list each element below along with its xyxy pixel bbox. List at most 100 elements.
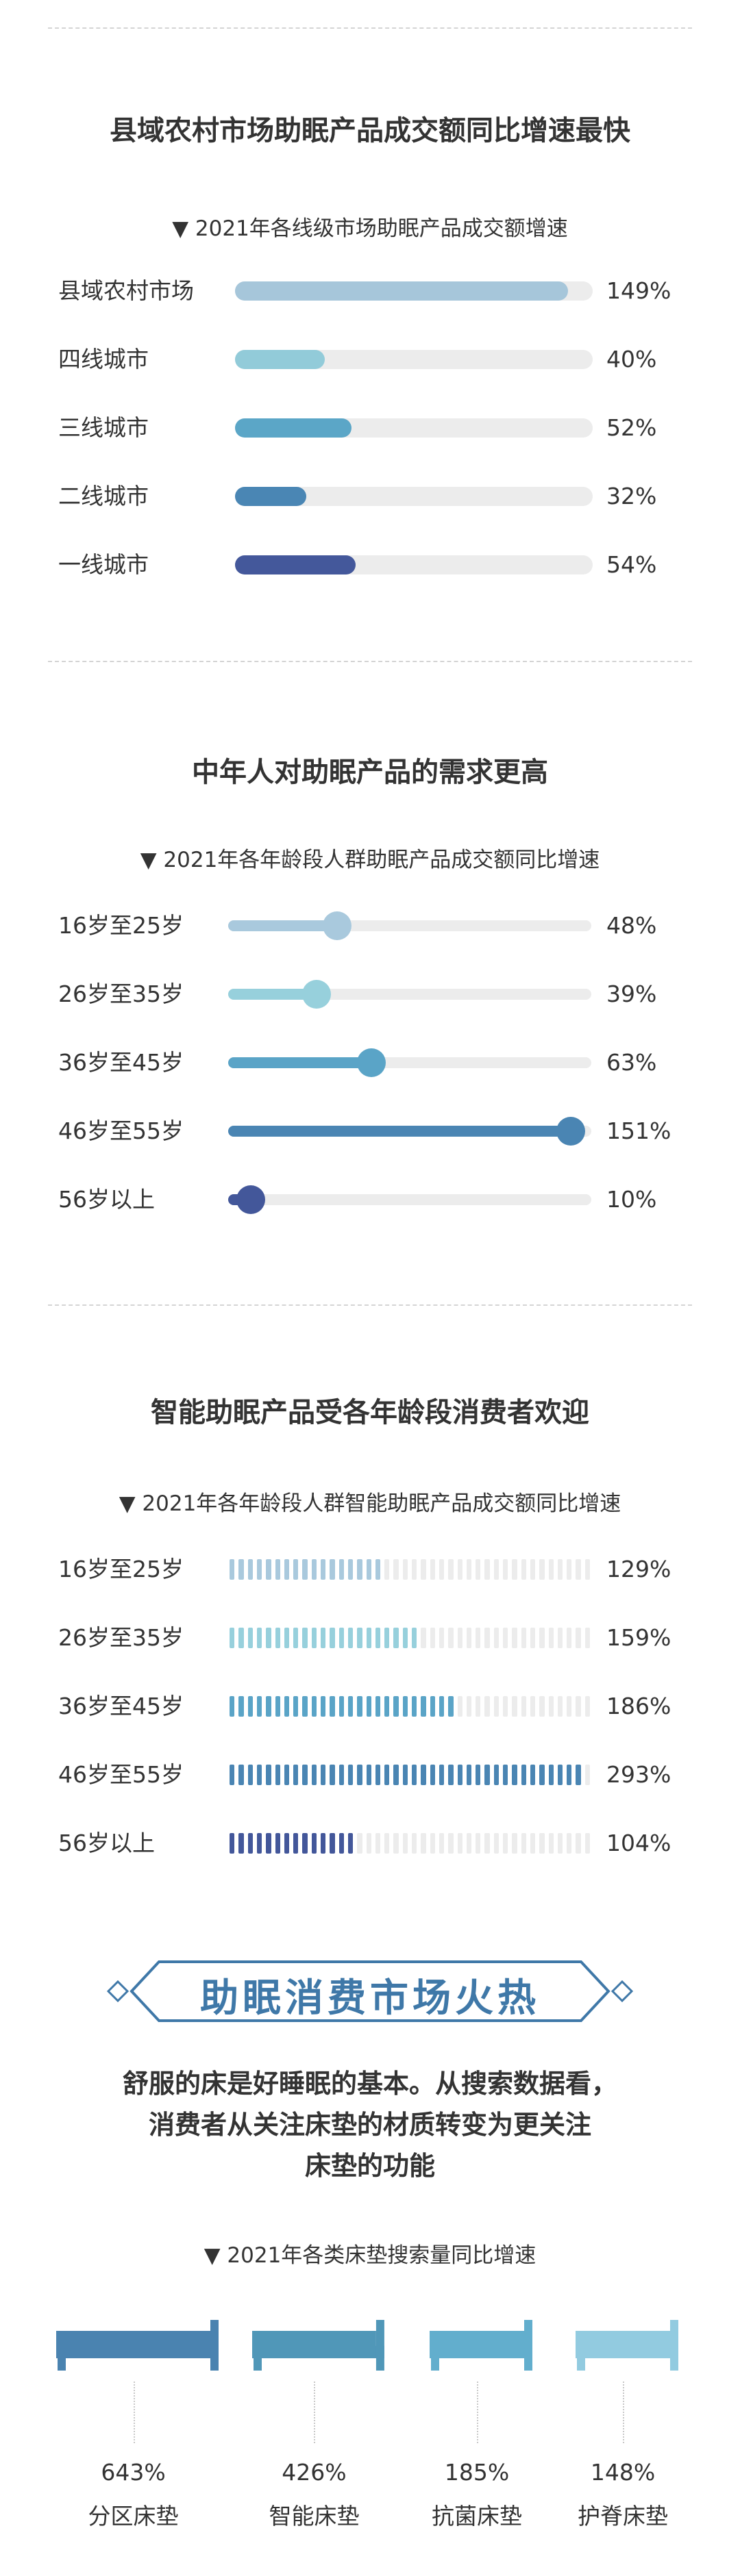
bed-leg <box>431 2358 439 2371</box>
section2-bar <box>228 989 317 1000</box>
section1-bar <box>235 487 307 506</box>
section3-value-label: 159% <box>606 1624 671 1651</box>
section3-bar-segment <box>266 1559 271 1580</box>
section3-track-segment <box>466 1833 472 1854</box>
section1-row-label: 四线城市 <box>58 346 149 372</box>
section3-bar-segment <box>393 1696 399 1717</box>
section3-track-segment <box>539 1696 545 1717</box>
section3-bar-segment <box>357 1559 362 1580</box>
section3-bar-segment <box>247 1696 253 1717</box>
banner-title: 助眠消费市场火热 <box>200 1976 540 2021</box>
section3-track-segment <box>567 1628 572 1648</box>
section3-track-segment <box>493 1696 499 1717</box>
section3-track-segment <box>567 1833 572 1854</box>
section3-bar-segment <box>484 1765 490 1785</box>
section2-row-label: 16岁至25岁 <box>58 912 184 939</box>
bed-mattress <box>430 2331 524 2346</box>
section3-bar-segment <box>347 1559 354 1580</box>
section2-row-label: 26岁至35岁 <box>58 981 184 1007</box>
section4-description-line1: 舒服的床是好睡眠的基本。从搜索数据看， <box>122 2069 617 2099</box>
section3-bar-segment <box>275 1833 280 1854</box>
section4-category-label: 护脊床垫 <box>578 2503 668 2529</box>
section3-bar-segment <box>330 1559 335 1580</box>
section4-description-line3: 床垫的功能 <box>304 2151 435 2181</box>
section3-row-label: 56岁以上 <box>58 1830 155 1856</box>
section3-bar-segment <box>330 1833 335 1854</box>
section3-value-label: 293% <box>606 1761 671 1788</box>
section3-track-segment <box>448 1833 454 1854</box>
section3-track-segment <box>521 1696 526 1717</box>
section3-track-segment <box>584 1833 590 1854</box>
section3-track-segment <box>366 1833 371 1854</box>
section2-bar-knob <box>556 1117 586 1146</box>
section3-track-segment <box>493 1559 499 1580</box>
section3-value-label: 129% <box>606 1556 671 1582</box>
section3-bar-segment <box>230 1765 235 1785</box>
section3-bar-segment <box>576 1765 581 1785</box>
section3-bar-segment <box>330 1696 335 1717</box>
section2-chart-title-text: ▼ 2021年各年龄段人群助眠产品成交额同比增速 <box>140 848 600 872</box>
section4-bed-icon <box>252 2320 384 2371</box>
section3-bar-segment <box>311 1628 317 1648</box>
section3-bar-segment <box>476 1765 481 1785</box>
section3-title: 智能助眠产品受各年龄段消费者欢迎 <box>151 1397 589 1428</box>
section3-track-segment <box>402 1559 408 1580</box>
section3-bar-segment <box>247 1833 253 1854</box>
section3-bar-segment <box>421 1696 426 1717</box>
section3-bar-segment <box>275 1696 280 1717</box>
section3-bar-segment <box>293 1696 299 1717</box>
section3-track-segment <box>584 1696 590 1717</box>
section2-bar-knob <box>302 980 332 1009</box>
section1-row-label: 三线城市 <box>58 414 149 441</box>
section3-track-segment <box>484 1833 490 1854</box>
section3-bar-segment <box>539 1765 545 1785</box>
section3-bar-segment <box>357 1696 362 1717</box>
section3-bar-segment <box>266 1765 271 1785</box>
section1-bar <box>235 281 569 301</box>
section3-track-segment <box>457 1833 463 1854</box>
section3-track-segment <box>493 1628 499 1648</box>
section3-bar-segment <box>275 1628 280 1648</box>
section3-track-segment <box>503 1696 508 1717</box>
section3-bar-segment <box>347 1696 354 1717</box>
section3-bar-segment <box>284 1696 290 1717</box>
section3-chart-title: ▼ 2021年各年龄段人群智能助眠产品成交额同比增速 <box>0 1486 740 1517</box>
section3-bar-segment <box>421 1765 426 1785</box>
section3-bar-segment <box>275 1765 280 1785</box>
section3-bar-segment <box>247 1765 253 1785</box>
section3-row-label: 36岁至45岁 <box>58 1693 184 1719</box>
section3-bar-segment <box>284 1765 290 1785</box>
section2-bar-knob <box>356 1048 386 1077</box>
section1-row-label: 县域农村市场 <box>58 277 194 304</box>
section1-title: 县域农村市场助眠产品成交额同比增速最快 <box>110 115 630 147</box>
section3-track-segment <box>557 1628 563 1648</box>
section3-track-segment <box>512 1628 517 1648</box>
section1-bar <box>235 418 352 438</box>
section3-bar-segment <box>347 1628 354 1648</box>
section3-bar-segment <box>393 1765 399 1785</box>
section3-track-segment <box>484 1696 490 1717</box>
section3-bar-segment <box>311 1833 317 1854</box>
section2-row-label: 36岁至45岁 <box>58 1049 184 1076</box>
section2-bar <box>228 920 337 931</box>
section3-bar-segment <box>256 1628 262 1648</box>
section3-bar-segment <box>302 1559 308 1580</box>
section3-track-segment <box>530 1559 536 1580</box>
section3-bar-segment <box>330 1765 335 1785</box>
section3-bar-segment <box>412 1765 417 1785</box>
section3-row-label: 26岁至35岁 <box>58 1624 184 1651</box>
section2-row-label: 56岁以上 <box>58 1186 155 1213</box>
section4-description-line2: 消费者从关注床垫的材质转变为更关注 <box>148 2110 591 2140</box>
section3-bar-segment <box>347 1833 354 1854</box>
section3-bar-segment <box>521 1765 526 1785</box>
section3-bar-segment <box>293 1628 299 1648</box>
section4-value-label: 426% <box>282 2459 347 2486</box>
divider-top <box>48 27 692 29</box>
section3-track-segment <box>457 1696 463 1717</box>
section3-bar-segment <box>557 1765 563 1785</box>
section1-chart-title-text: ▼ 2021年各线级市场助眠产品成交额增速 <box>172 216 568 241</box>
section3-bar-segment <box>366 1559 371 1580</box>
section2-bar <box>228 1126 571 1137</box>
section4-dotted-connector <box>623 2382 624 2443</box>
section1-chart-title: ▼ 2021年各线级市场助眠产品成交额增速 <box>0 211 740 242</box>
